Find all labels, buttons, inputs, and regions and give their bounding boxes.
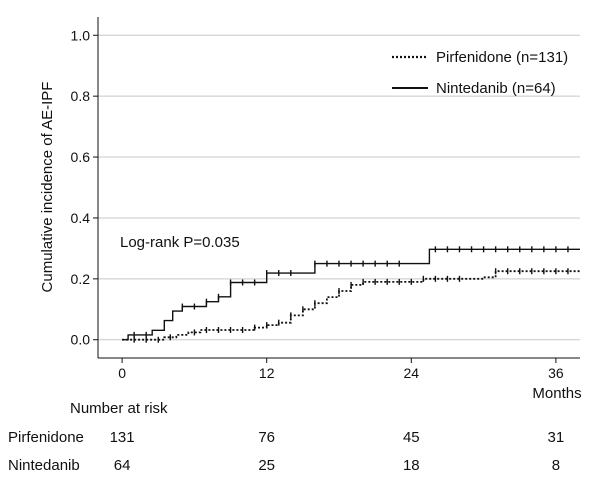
risk-value: 18 (403, 457, 420, 474)
series-layer (122, 246, 580, 343)
gridlines (98, 34, 580, 341)
risk-value: 25 (258, 457, 275, 474)
y-tick-label: 0.4 (71, 210, 91, 226)
legend-pirfenidone-label: Pirfenidone (n=131) (436, 49, 568, 66)
series-line-pirfenidone (122, 270, 580, 341)
risk-value: 64 (114, 457, 131, 474)
number-at-risk-title: Number at risk (70, 400, 168, 417)
y-tick-label: 0.6 (71, 149, 91, 165)
risk-row-label: Nintedanib (8, 457, 80, 474)
x-tick-label: 24 (404, 365, 420, 381)
x-tick-label: 12 (259, 365, 275, 381)
risk-value: 8 (552, 457, 560, 474)
y-tick-label: 1.0 (71, 27, 91, 43)
number-at-risk-table: Pirfenidone 131 76 45 31 Nintedanib 64 25 18 8 (8, 429, 564, 474)
log-rank-annotation: Log-rank P=0.035 (120, 234, 240, 251)
risk-value: 31 (548, 429, 565, 446)
y-axis-label: Cumulative incidence of AE-IPF (39, 82, 56, 293)
risk-value: 76 (258, 429, 275, 446)
x-tick-label: 0 (118, 365, 126, 381)
legend-nintedanib-label: Nintedanib (n=64) (436, 80, 556, 97)
x-tick-label: 36 (548, 365, 564, 381)
y-tick-label: 0.8 (71, 88, 91, 104)
risk-value: 45 (403, 429, 420, 446)
risk-value: 131 (110, 429, 135, 446)
legend: Pirfenidone (n=131) Nintedanib (n=64) (392, 49, 568, 97)
x-axis-label: Months (532, 385, 581, 402)
risk-row-label: Pirfenidone (8, 429, 84, 446)
axes: 0.0 0.2 0.4 0.6 0.8 1.0 0 12 24 36 (71, 17, 580, 381)
y-tick-label: 0.2 (71, 271, 91, 287)
y-tick-label: 0.0 (71, 332, 91, 348)
